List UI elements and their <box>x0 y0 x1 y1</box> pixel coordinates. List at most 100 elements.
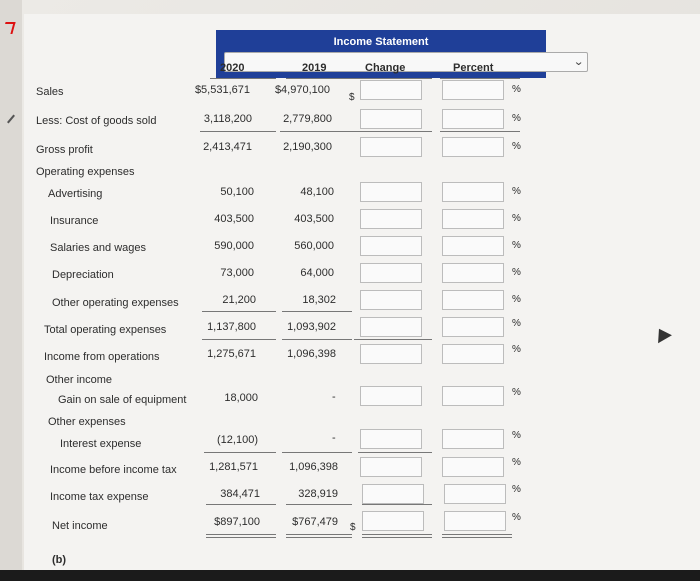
value-2019-total-opex: 1,093,902 <box>287 321 336 333</box>
percent-sign-income-before-tax: % <box>512 457 521 468</box>
percent-sign-total-opex: % <box>512 318 521 329</box>
column-header-percent: Percent <box>453 62 494 74</box>
change-input-income-before-tax[interactable] <box>360 457 422 477</box>
percent-input-interest-expense[interactable] <box>442 429 504 449</box>
value-2019-cogs: 2,779,800 <box>283 113 332 125</box>
subtotal-line-2020-cogs <box>200 131 276 132</box>
row-label-interest-expense: Interest expense <box>60 438 142 450</box>
percent-sign-cogs: % <box>512 113 521 124</box>
percent-input-salaries[interactable] <box>442 236 504 256</box>
value-2019-interest-expense: - <box>332 432 336 444</box>
row-label-total-operating-expenses: Total operating expenses <box>44 324 167 336</box>
value-2020-other-operating: 21,200 <box>222 294 256 306</box>
row-label-insurance: Insurance <box>50 215 99 227</box>
subtotal-line-2019-cogs <box>280 131 352 132</box>
section-other-expenses: Other expenses <box>48 416 126 428</box>
row-label-cost-of-goods-sold: Less: Cost of goods sold <box>36 115 157 127</box>
percent-input-insurance[interactable] <box>442 209 504 229</box>
row-label-sales: Sales <box>36 86 64 98</box>
change-input-gross-profit[interactable] <box>360 137 422 157</box>
subtotal-line-percent-cogs <box>440 131 520 132</box>
pen-mark <box>7 114 15 124</box>
subtotal-line-2020-other <box>204 452 276 453</box>
percent-sign-insurance: % <box>512 213 521 224</box>
percent-input-depreciation[interactable] <box>442 263 504 283</box>
percent-sign-sales: % <box>512 84 521 95</box>
value-2020-income-tax: 384,471 <box>220 488 260 500</box>
value-2020-advertising: 50,100 <box>220 186 254 198</box>
percent-sign-income-tax: % <box>512 484 521 495</box>
value-2020-salaries: 590,000 <box>214 240 254 252</box>
value-2019-income-before-tax: 1,096,398 <box>289 461 338 473</box>
value-2019-sales: $4,970,100 <box>274 84 330 96</box>
percent-input-gain-on-sale[interactable] <box>442 386 504 406</box>
row-label-gross-profit: Gross profit <box>36 144 93 156</box>
value-2019-depreciation: 64,000 <box>300 267 334 279</box>
percent-input-other-operating[interactable] <box>442 290 504 310</box>
header-underline-2019 <box>286 78 352 79</box>
column-header-2019: 2019 <box>302 62 327 74</box>
change-input-salaries[interactable] <box>360 236 422 256</box>
column-header-2020: 2020 <box>220 62 245 74</box>
percent-sign-net-income: % <box>512 512 521 523</box>
subtotal-line-2020-opex <box>202 311 276 312</box>
percent-input-income-tax[interactable] <box>444 484 506 504</box>
row-label-income-before-tax: Income before income tax <box>50 464 177 476</box>
double-underline-change-a <box>362 534 432 535</box>
double-underline-2019-b <box>286 537 352 538</box>
statement-type-select[interactable]: ⌄ <box>224 52 588 72</box>
income-statement-sheet: Income Statement ⌄ 2020 2019 Change Perc… <box>24 14 700 574</box>
value-2019-gain-on-sale: - <box>332 391 336 403</box>
percent-input-income-from-operations[interactable] <box>442 344 504 364</box>
value-2020-income-before-tax: 1,281,571 <box>209 461 258 473</box>
change-input-sales[interactable] <box>360 80 422 100</box>
value-2020-interest-expense: (12,100) <box>217 434 258 446</box>
percent-sign-income-from-operations: % <box>512 344 521 355</box>
row-label-net-income: Net income <box>52 520 108 532</box>
double-underline-2020-b <box>206 537 276 538</box>
percent-input-sales[interactable] <box>442 80 504 100</box>
change-input-total-opex[interactable] <box>360 317 422 337</box>
left-margin-strip <box>0 0 22 581</box>
dollar-sign-sales: $ <box>349 92 355 103</box>
income-statement-header: Income Statement ⌄ <box>216 30 588 78</box>
subtotal-line-change-total <box>354 339 432 340</box>
change-input-advertising[interactable] <box>360 182 422 202</box>
change-input-depreciation[interactable] <box>360 263 422 283</box>
column-header-change: Change <box>365 62 406 74</box>
subtotal-line-2019-opex <box>282 311 352 312</box>
change-input-cogs[interactable] <box>360 109 422 129</box>
change-input-net-income[interactable] <box>362 511 424 531</box>
bottom-bar <box>0 570 700 581</box>
value-2019-gross-profit: 2,190,300 <box>283 141 332 153</box>
change-input-gain-on-sale[interactable] <box>360 386 422 406</box>
percent-input-gross-profit[interactable] <box>442 137 504 157</box>
percent-input-income-before-tax[interactable] <box>442 457 504 477</box>
double-underline-change-b <box>362 537 432 538</box>
row-label-income-tax-expense: Income tax expense <box>50 491 149 503</box>
percent-input-cogs[interactable] <box>442 109 504 129</box>
percent-sign-interest-expense: % <box>512 430 521 441</box>
row-label-advertising: Advertising <box>48 188 103 200</box>
value-2020-gain-on-sale: 18,000 <box>224 392 258 404</box>
change-input-income-tax[interactable] <box>362 484 424 504</box>
percent-input-net-income[interactable] <box>444 511 506 531</box>
row-label-depreciation: Depreciation <box>52 269 114 281</box>
percent-input-advertising[interactable] <box>442 182 504 202</box>
percent-sign-advertising: % <box>512 186 521 197</box>
change-input-interest-expense[interactable] <box>360 429 422 449</box>
percent-sign-other-operating: % <box>512 294 521 305</box>
subtotal-line-2019-tax <box>286 504 352 505</box>
change-input-other-operating[interactable] <box>360 290 422 310</box>
part-label: (b) <box>52 554 67 566</box>
value-2020-total-opex: 1,137,800 <box>207 321 256 333</box>
change-input-income-from-operations[interactable] <box>360 344 422 364</box>
value-2019-advertising: 48,100 <box>300 186 334 198</box>
value-2020-cogs: 3,118,200 <box>203 113 252 125</box>
percent-input-total-opex[interactable] <box>442 317 504 337</box>
subtotal-line-change-tax <box>362 504 432 505</box>
header-underline-percent <box>440 78 520 79</box>
value-2020-depreciation: 73,000 <box>220 267 254 279</box>
subtotal-line-2020-total <box>202 339 276 340</box>
change-input-insurance[interactable] <box>360 209 422 229</box>
